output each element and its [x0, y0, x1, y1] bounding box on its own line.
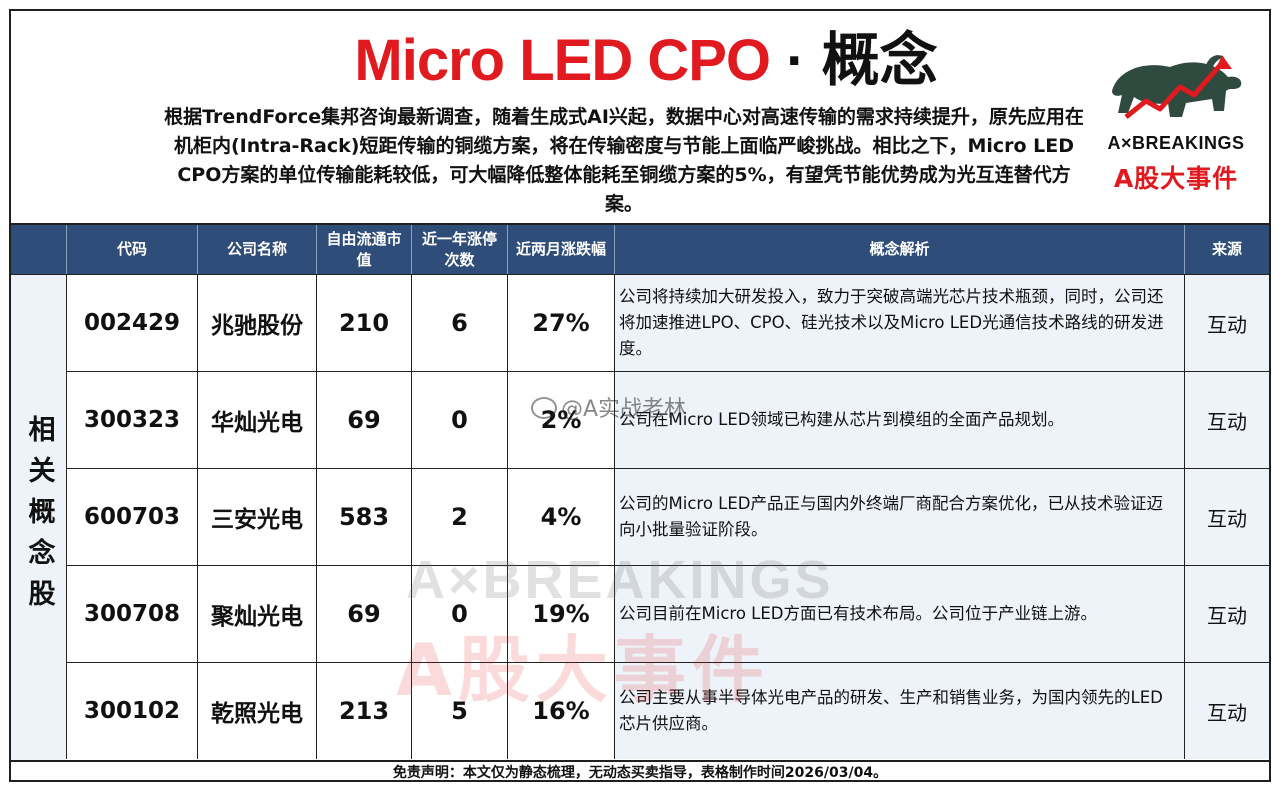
header-blank [11, 225, 66, 274]
cell-code: 600703 [66, 469, 197, 565]
bull-icon [1112, 55, 1242, 119]
cell-limit-ups: 0 [411, 372, 507, 468]
cell-limit-ups: 5 [411, 663, 507, 759]
header-company: 公司名称 [197, 225, 316, 274]
cell-change: 4% [507, 469, 614, 565]
cell-source: 互动 [1184, 566, 1269, 662]
cell-source: 互动 [1184, 372, 1269, 468]
cell-source: 互动 [1184, 663, 1269, 759]
cell-company: 华灿光电 [197, 372, 316, 468]
table-row: 600703 三安光电 583 2 4% 公司的Micro LED产品正与国内外… [66, 468, 1269, 565]
cell-code: 300323 [66, 372, 197, 468]
title-suffix: 概念 [821, 28, 938, 93]
cell-source: 互动 [1184, 275, 1269, 371]
page-title: Micro LED CPO · 概念 [336, 25, 956, 97]
table-row: 300102 乾照光电 213 5 16% 公司主要从事半导体光电产品的研发、生… [66, 662, 1269, 760]
cell-source: 互动 [1184, 469, 1269, 565]
cell-code: 300708 [66, 566, 197, 662]
cell-change: 2% [507, 372, 614, 468]
header-analysis: 概念解析 [614, 225, 1184, 274]
header-change: 近两月涨跌幅 [507, 225, 614, 274]
brand-logo: A×BREAKINGS A股大事件 [1091, 51, 1261, 201]
table-row: 300323 华灿光电 69 0 2% 公司在Micro LED领域已构建从芯片… [66, 371, 1269, 468]
cell-company: 兆驰股份 [197, 275, 316, 371]
cell-analysis: 公司将持续加大研发投入，致力于突破高端光芯片技术瓶颈，同时，公司还将加速推进LP… [614, 275, 1184, 371]
header: Micro LED CPO · 概念 根据TrendForce集邦咨询最新调查，… [11, 11, 1269, 223]
cell-limit-ups: 2 [411, 469, 507, 565]
cell-market-cap: 583 [316, 469, 411, 565]
cell-change: 19% [507, 566, 614, 662]
brand-name-en: A×BREAKINGS [1107, 133, 1245, 153]
title-main: Micro LED CPO [354, 28, 771, 93]
side-label-cell: 相关概念股 [11, 274, 66, 760]
cell-market-cap: 210 [316, 275, 411, 371]
cell-code: 002429 [66, 275, 197, 371]
header-market-cap: 自由流通市值 [316, 225, 411, 274]
disclaimer: 免责声明：本文仅为静态梳理，无动态买卖指导，表格制作时间2026/03/04。 [11, 760, 1269, 784]
cell-limit-ups: 0 [411, 566, 507, 662]
cell-company: 三安光电 [197, 469, 316, 565]
cell-analysis: 公司主要从事半导体光电产品的研发、生产和销售业务，为国内领先的LED芯片供应商。 [614, 663, 1184, 759]
cell-analysis: 公司的Micro LED产品正与国内外终端厂商配合方案优化，已从技术验证迈向小批… [614, 469, 1184, 565]
side-label: 相关概念股 [23, 415, 55, 620]
table-header: 代码 公司名称 自由流通市值 近一年涨停次数 近两月涨跌幅 概念解析 来源 [11, 223, 1269, 274]
table-row: 002429 兆驰股份 210 6 27% 公司将持续加大研发投入，致力于突破高… [66, 274, 1269, 371]
cell-market-cap: 69 [316, 372, 411, 468]
cell-market-cap: 213 [316, 663, 411, 759]
brand-name-cn: A股大事件 [1113, 164, 1239, 193]
cell-limit-ups: 6 [411, 275, 507, 371]
cell-change: 16% [507, 663, 614, 759]
title-separator: · [770, 28, 822, 93]
cell-code: 300102 [66, 663, 197, 759]
description: 根据TrendForce集邦咨询最新调查，随着生成式AI兴起，数据中心对高速传输… [164, 106, 1084, 215]
header-source: 来源 [1184, 225, 1269, 274]
cell-change: 27% [507, 275, 614, 371]
table-row: 300708 聚灿光电 69 0 19% 公司目前在Micro LED方面已有技… [66, 565, 1269, 662]
document-frame: Micro LED CPO · 概念 根据TrendForce集邦咨询最新调查，… [9, 9, 1271, 782]
cell-analysis: 公司在Micro LED领域已构建从芯片到模组的全面产品规划。 [614, 372, 1184, 468]
header-code: 代码 [66, 225, 197, 274]
table-body: 相关概念股 002429 兆驰股份 210 6 27% 公司将持续加大研发投入，… [11, 274, 1269, 760]
cell-company: 聚灿光电 [197, 566, 316, 662]
cell-company: 乾照光电 [197, 663, 316, 759]
cell-analysis: 公司目前在Micro LED方面已有技术布局。公司位于产业链上游。 [614, 566, 1184, 662]
cell-market-cap: 69 [316, 566, 411, 662]
header-limit-ups: 近一年涨停次数 [411, 225, 507, 274]
